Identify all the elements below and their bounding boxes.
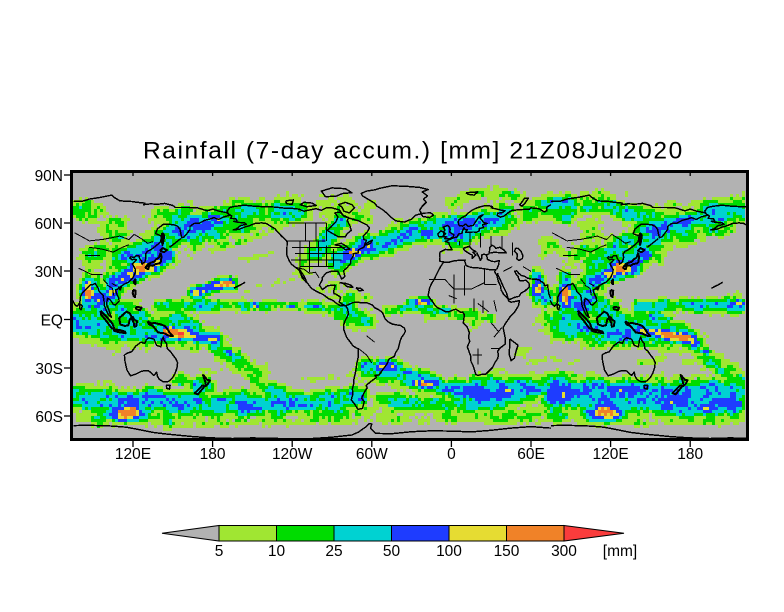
svg-text:120E: 120E — [115, 446, 151, 463]
svg-text:[mm]: [mm] — [603, 543, 637, 560]
svg-text:0: 0 — [447, 446, 456, 463]
svg-text:300: 300 — [551, 543, 577, 560]
svg-text:100: 100 — [436, 543, 462, 560]
svg-text:120W: 120W — [272, 446, 313, 463]
svg-text:60N: 60N — [35, 216, 63, 233]
svg-text:30S: 30S — [35, 361, 63, 378]
svg-text:25: 25 — [325, 543, 342, 560]
svg-text:60E: 60E — [517, 446, 545, 463]
svg-text:60W: 60W — [356, 446, 388, 463]
svg-text:5: 5 — [215, 543, 224, 560]
svg-text:50: 50 — [383, 543, 401, 560]
svg-text:90N: 90N — [35, 168, 63, 185]
svg-text:150: 150 — [494, 543, 520, 560]
svg-text:10: 10 — [268, 543, 286, 560]
svg-text:EQ: EQ — [41, 313, 63, 330]
svg-text:180: 180 — [677, 446, 703, 463]
svg-text:180: 180 — [200, 446, 226, 463]
svg-text:120E: 120E — [592, 446, 628, 463]
svg-text:Rainfall (7-day accum.) [mm] 2: Rainfall (7-day accum.) [mm] 21Z08Jul202… — [143, 138, 684, 165]
svg-text:60S: 60S — [35, 409, 63, 426]
svg-text:30N: 30N — [35, 264, 63, 281]
